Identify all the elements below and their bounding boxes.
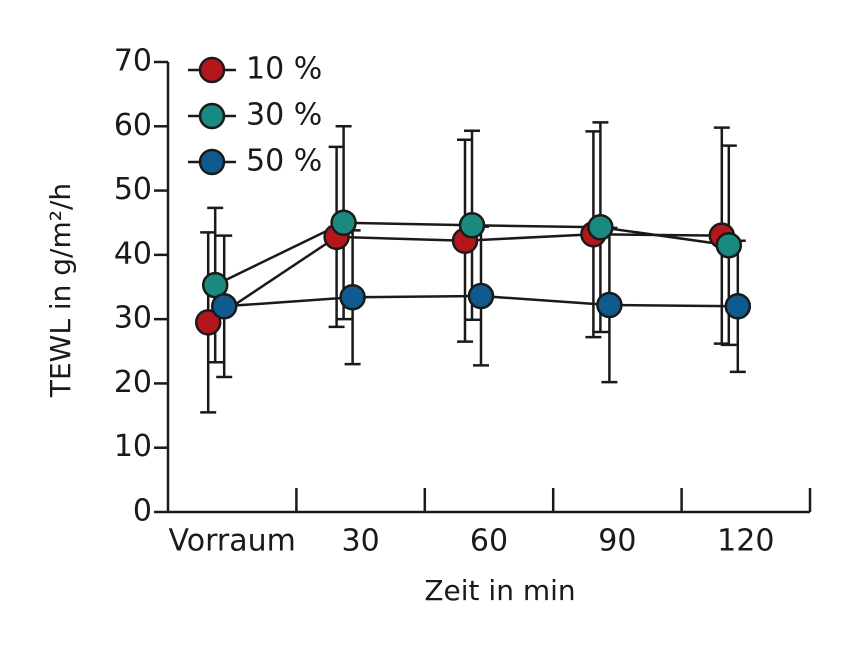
data-point (194, 309, 222, 336)
data-point (715, 231, 743, 259)
x-tick-label: 90 (598, 524, 636, 559)
data-point (339, 284, 366, 311)
legend-label: 30 % (246, 98, 322, 133)
data-point (458, 212, 486, 239)
y-tick-label: 0 (133, 494, 152, 529)
y-tick-label: 20 (114, 365, 152, 400)
y-tick-label: 70 (114, 44, 152, 79)
x-tick-label: 120 (717, 524, 774, 559)
y-tick-label: 50 (114, 172, 152, 207)
x-tick-label: Vorraum (169, 524, 296, 559)
y-tick-label: 40 (114, 236, 152, 271)
data-point (724, 293, 752, 320)
legend-marker (198, 148, 226, 176)
legend-label: 10 % (246, 52, 322, 87)
data-point (210, 293, 238, 320)
data-point (467, 282, 495, 310)
x-tick-label: 60 (470, 524, 508, 559)
y-axis-title: TEWL in g/m²/h (44, 183, 77, 398)
legend-marker (198, 102, 226, 130)
x-tick-label: 30 (342, 524, 380, 559)
y-tick-label: 10 (114, 429, 152, 464)
data-point (596, 291, 623, 319)
legend-marker (198, 56, 226, 84)
legend-label: 50 % (246, 144, 322, 179)
x-axis-title: Zeit in min (424, 574, 575, 607)
data-point (330, 209, 357, 236)
data-point (587, 213, 614, 241)
y-tick-label: 30 (114, 301, 152, 336)
y-tick-label: 60 (114, 108, 152, 143)
